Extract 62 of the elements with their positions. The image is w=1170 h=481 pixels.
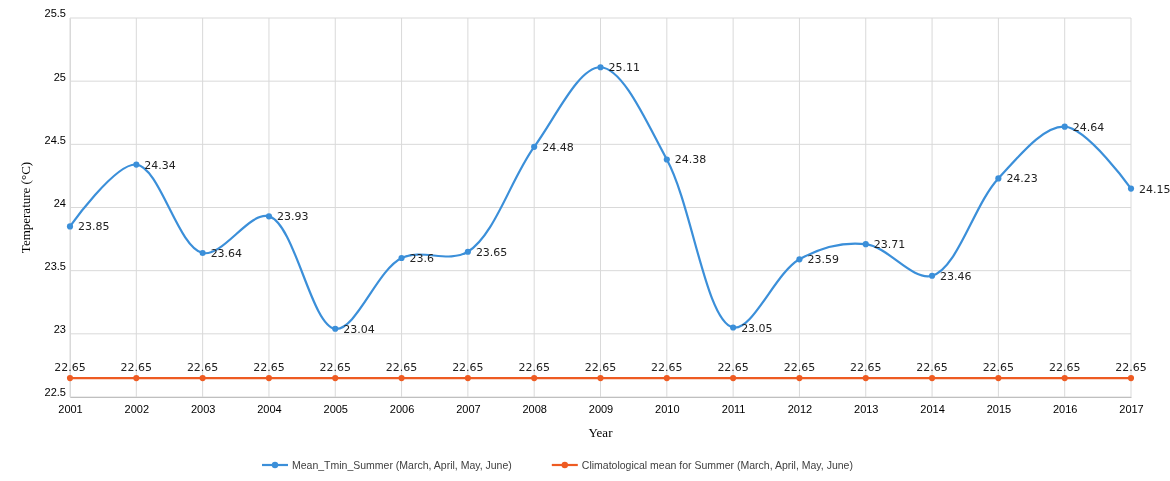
data-label: 22.65 — [54, 361, 86, 375]
data-label: 24.38 — [674, 153, 707, 167]
y-tick-label: 25.5 — [44, 7, 66, 20]
x-tick-label: 2016 — [1052, 402, 1078, 415]
data-label: 23.6 — [409, 252, 435, 266]
data-label: 24.48 — [542, 140, 574, 154]
y-tick-label: 22.5 — [44, 386, 66, 399]
x-tick-label: 2012 — [787, 402, 813, 415]
x-tick-label: 2009 — [588, 402, 614, 415]
x-axis-title: Year — [588, 425, 614, 440]
x-tick-label: 2002 — [124, 402, 150, 415]
data-label: 23.59 — [807, 253, 839, 267]
x-tick-label: 2013 — [854, 402, 879, 415]
data-label: 22.65 — [518, 361, 550, 375]
legend-label: Mean_Tmin_Summer (March, April, May, June) — [292, 459, 512, 471]
y-tick-label: 24.5 — [44, 133, 66, 146]
x-tick-label: 2004 — [257, 402, 282, 415]
y-tick-label: 23 — [53, 323, 66, 336]
data-label: 22.65 — [916, 361, 948, 375]
data-label: 22.65 — [120, 361, 153, 375]
data-label: 22.65 — [982, 361, 1015, 375]
x-tick-label: 2005 — [323, 402, 348, 415]
data-label: 22.65 — [385, 361, 418, 375]
data-label: 23.04 — [343, 322, 375, 336]
data-label: 22.65 — [1115, 361, 1147, 375]
x-tick-label: 2008 — [522, 402, 547, 415]
data-label: 23.64 — [210, 246, 243, 260]
data-label: 23.46 — [940, 269, 972, 283]
data-label: 22.65 — [1048, 361, 1081, 375]
y-axis-title: Temperature (°C) — [18, 161, 33, 254]
data-label: 24.64 — [1072, 120, 1105, 134]
x-tick-label: 2007 — [456, 402, 481, 415]
data-label: 23.93 — [276, 210, 309, 224]
x-tick-label: 2006 — [389, 402, 415, 415]
data-label: 23.85 — [78, 220, 110, 234]
x-tick-label: 2015 — [986, 402, 1012, 415]
legend-label: Climatological mean for Summer (March, April, May, June) — [581, 459, 853, 471]
data-label: 22.65 — [717, 361, 749, 375]
data-label: 25.11 — [608, 61, 640, 75]
data-label: 24.23 — [1006, 172, 1038, 186]
x-tick-label: 2003 — [190, 402, 216, 415]
x-tick-label: 2011 — [721, 402, 746, 415]
y-tick-label: 25 — [53, 70, 66, 83]
data-label: 22.65 — [253, 361, 285, 375]
data-label: 22.65 — [319, 361, 351, 375]
data-label: 22.65 — [186, 361, 219, 375]
data-label: 22.65 — [850, 361, 882, 375]
data-label: 23.71 — [873, 238, 906, 252]
data-label: 22.65 — [452, 361, 484, 375]
y-tick-label: 24 — [53, 196, 66, 209]
data-label: 22.65 — [651, 361, 683, 375]
data-label: 22.65 — [584, 361, 617, 375]
x-tick-label: 2014 — [920, 402, 945, 415]
x-tick-label: 2017 — [1119, 402, 1144, 415]
data-label: 22.65 — [783, 361, 816, 375]
data-label: 24.15 — [1139, 182, 1170, 196]
x-tick-label: 2001 — [58, 402, 83, 415]
data-label: 23.65 — [475, 245, 508, 259]
x-tick-label: 2010 — [655, 402, 680, 415]
data-label: 24.34 — [144, 158, 176, 172]
data-label: 23.05 — [741, 321, 773, 335]
y-tick-label: 23.5 — [44, 260, 66, 273]
